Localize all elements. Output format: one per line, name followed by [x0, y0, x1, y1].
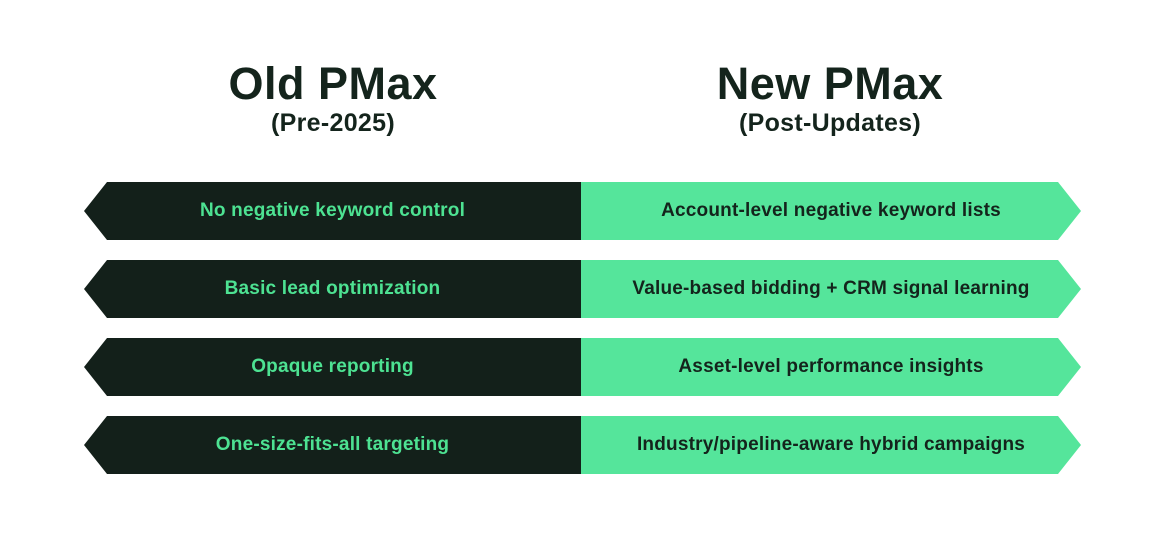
new-feature-label: Value-based bidding + CRM signal learnin… — [632, 278, 1030, 299]
old-feature-arrow: No negative keyword control — [84, 182, 581, 240]
old-feature-arrow: Opaque reporting — [84, 338, 581, 396]
comparison-row: No negative keyword control Account-leve… — [0, 182, 1161, 240]
new-feature-arrow: Industry/pipeline-aware hybrid campaigns — [581, 416, 1081, 474]
comparison-row: One-size-fits-all targeting Industry/pip… — [0, 416, 1161, 474]
old-feature-label: Opaque reporting — [251, 356, 414, 377]
comparison-row: Opaque reporting Asset-level performance… — [0, 338, 1161, 396]
new-pmax-subtitle: (Post-Updates) — [739, 109, 921, 138]
old-feature-label: One-size-fits-all targeting — [215, 434, 450, 455]
new-feature-label: Industry/pipeline-aware hybrid campaigns — [636, 434, 1026, 455]
old-pmax-header: Old PMax (Pre-2025) — [83, 60, 583, 138]
new-feature-label: Account-level negative keyword lists — [661, 200, 1001, 221]
new-pmax-header: New PMax (Post-Updates) — [580, 60, 1080, 138]
old-pmax-subtitle: (Pre-2025) — [271, 109, 395, 138]
new-feature-arrow: Account-level negative keyword lists — [581, 182, 1081, 240]
new-feature-label: Asset-level performance insights — [678, 356, 984, 377]
old-feature-label: Basic lead optimization — [224, 278, 441, 299]
old-feature-label: No negative keyword control — [199, 200, 466, 221]
new-feature-arrow: Value-based bidding + CRM signal learnin… — [581, 260, 1081, 318]
old-feature-arrow: One-size-fits-all targeting — [84, 416, 581, 474]
new-feature-arrow: Asset-level performance insights — [581, 338, 1081, 396]
old-pmax-title: Old PMax — [228, 58, 438, 109]
old-feature-arrow: Basic lead optimization — [84, 260, 581, 318]
new-pmax-title: New PMax — [716, 58, 944, 109]
comparison-row: Basic lead optimization Value-based bidd… — [0, 260, 1161, 318]
